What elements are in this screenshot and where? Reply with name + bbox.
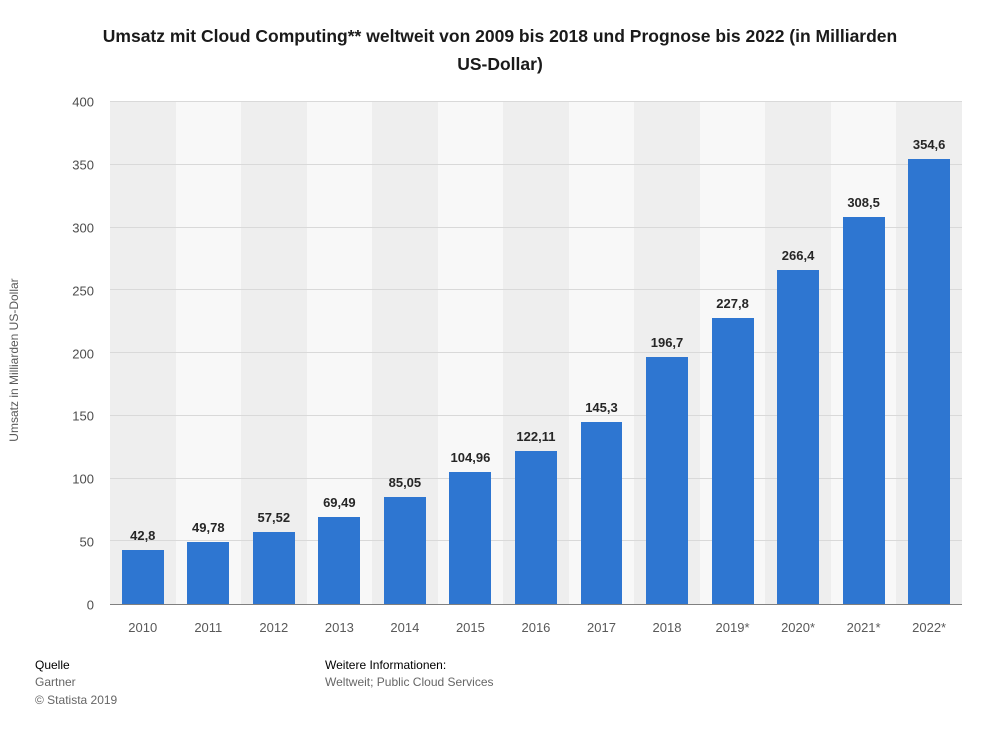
x-tick-label: 2014 xyxy=(390,620,420,635)
bar xyxy=(908,158,951,604)
source-block: Quelle Gartner © Statista 2019 xyxy=(35,657,117,709)
y-tick-label: 200 xyxy=(72,346,94,361)
category-column: 227,8 xyxy=(699,102,766,604)
bar xyxy=(318,516,361,604)
category-column: 104,96 xyxy=(437,102,504,604)
x-tick-label: 2011 xyxy=(194,620,223,635)
category-column: 266,4 xyxy=(765,102,831,604)
y-tick-label: 350 xyxy=(72,157,94,173)
bar-value-label: 196,7 xyxy=(650,335,684,351)
bar xyxy=(252,531,295,604)
bar-value-label: 145,3 xyxy=(585,399,618,415)
y-tick-label: 100 xyxy=(72,471,94,487)
bar xyxy=(187,541,230,604)
bar xyxy=(580,421,623,604)
bar xyxy=(121,550,164,604)
x-tick-label: 2015 xyxy=(455,620,485,635)
y-tick-label: 0 xyxy=(86,597,94,613)
bar-value-label: 85,05 xyxy=(388,475,422,491)
x-tick-label: 2020* xyxy=(781,620,816,635)
gridline xyxy=(110,352,962,353)
x-tick-label: 2018 xyxy=(652,620,682,635)
x-tick-label: 2019* xyxy=(715,620,750,635)
x-tick-label: 2012 xyxy=(259,620,289,635)
gridline xyxy=(110,163,962,165)
bar xyxy=(842,216,885,604)
source-label: Quelle xyxy=(35,658,70,672)
y-tick-label: 400 xyxy=(72,94,94,110)
bar-value-label: 266,4 xyxy=(781,247,815,263)
y-tick-label: 150 xyxy=(72,408,94,424)
category-column: 57,52 xyxy=(241,102,307,604)
category-column: 308,5 xyxy=(830,102,897,604)
x-axis: 2010 2011 2012 2013 2014 2015 2016 2017 2018 2019… xyxy=(110,606,962,635)
bar xyxy=(383,497,426,604)
y-axis-title: Umsatz in Milliarden US-Dollar xyxy=(7,278,21,442)
info-block: Weitere Informationen: Weltweit; Public … xyxy=(325,657,494,692)
copyright: © Statista 2019 xyxy=(35,692,118,707)
bar-value-label: 227,8 xyxy=(716,296,749,312)
x-tick-label: 2017 xyxy=(587,620,616,635)
gridline xyxy=(110,101,962,102)
bar-value-label: 42,8 xyxy=(130,528,156,544)
bar-value-label: 354,6 xyxy=(912,136,946,152)
gridline xyxy=(110,289,962,291)
x-tick-label: 2010 xyxy=(128,620,158,635)
y-tick-label: 300 xyxy=(72,220,94,236)
y-tick-label: 250 xyxy=(72,283,94,299)
category-column: 69,49 xyxy=(306,102,373,604)
bar xyxy=(777,269,820,604)
info-label: Weitere Informationen: xyxy=(325,658,447,672)
category-column: 49,78 xyxy=(175,102,242,604)
y-axis: 0 50 100 150 200 250 300 350 400 xyxy=(50,95,102,613)
info-text: Weltweit; Public Cloud Services xyxy=(325,675,494,690)
bar xyxy=(449,472,492,604)
gridline xyxy=(110,226,962,228)
x-tick-label: 2013 xyxy=(324,620,354,635)
source-name: Gartner xyxy=(35,675,76,690)
bar xyxy=(514,450,557,604)
bar-value-label: 69,49 xyxy=(323,494,356,510)
bar xyxy=(646,357,688,604)
category-column: 122,11 xyxy=(503,102,569,604)
category-column: 85,05 xyxy=(372,102,438,604)
x-tick-label: 2016 xyxy=(521,620,551,635)
category-column: 145,3 xyxy=(568,102,635,604)
category-column: 196,7 xyxy=(634,102,700,604)
bar-value-label: 104,96 xyxy=(450,450,491,466)
chart-title: Umsatz mit Cloud Computing** weltweit vo… xyxy=(102,26,898,74)
bar-value-label: 49,78 xyxy=(192,519,225,535)
category-column: 354,6 xyxy=(896,102,962,604)
x-tick-label: 2021* xyxy=(846,620,881,635)
category-column: 42,8 xyxy=(110,102,176,604)
gridline xyxy=(110,414,962,416)
x-tick-label: 2022* xyxy=(912,620,947,635)
y-tick-label: 50 xyxy=(79,534,94,550)
bar-value-label: 308,5 xyxy=(847,194,880,210)
bar xyxy=(711,318,754,604)
plot-area: 42,8 49,78 57,52 69,49 85,05 104,96 122,11 145,… xyxy=(110,101,962,605)
bar-value-label: 122,11 xyxy=(516,428,556,444)
bar-value-label: 57,52 xyxy=(257,509,291,525)
